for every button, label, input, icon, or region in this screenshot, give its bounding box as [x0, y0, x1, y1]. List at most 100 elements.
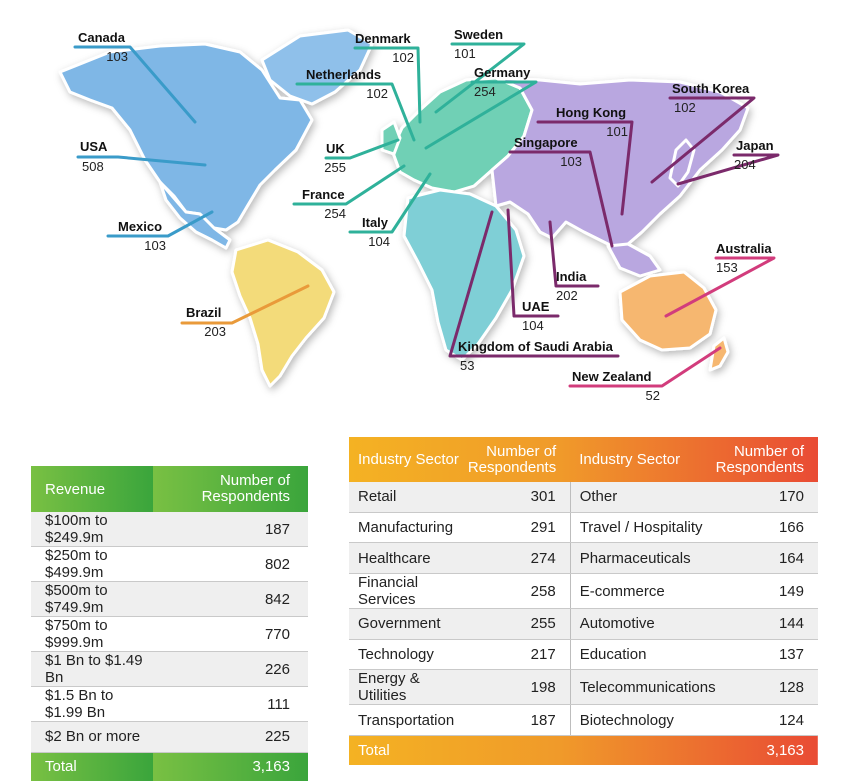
- industry-count: 255: [467, 608, 571, 640]
- industry-header-sector-1: Industry Sector: [358, 450, 459, 468]
- industry-sector: Government: [349, 608, 468, 640]
- leader-canada: [73, 45, 197, 124]
- revenue-table-header: Revenue Number of Respondents: [31, 466, 308, 512]
- label-south-korea-value: 102: [674, 100, 696, 115]
- leader-saudi: [448, 210, 620, 358]
- label-australia-name: Australia: [716, 241, 772, 256]
- table-row: $1.5 Bn to $1.99 Bn 111: [31, 686, 308, 722]
- leader-usa: [76, 155, 207, 167]
- new-zealand-shape: [708, 336, 730, 372]
- leader-singapore: [508, 150, 614, 248]
- label-saudi-value: 53: [460, 358, 474, 373]
- label-canada-name: Canada: [78, 30, 126, 45]
- leader-india: [548, 220, 600, 288]
- industry-sector: Healthcare: [349, 542, 468, 575]
- revenue-count: 225: [152, 721, 308, 753]
- leader-hong-kong: [536, 120, 634, 216]
- industry-count: 187: [467, 704, 571, 737]
- industry-table: Industry Sector Number of Respondents In…: [349, 437, 818, 766]
- industry-table-header: Industry Sector Number of Respondents In…: [349, 437, 818, 482]
- table-row: Retail 301 Other 170: [349, 482, 818, 513]
- industry-count: 170: [715, 482, 818, 513]
- table-row: Energy & Utilities 198 Telecommunications 1…: [349, 669, 818, 706]
- industry-header-count-1: Number of Respondents: [467, 442, 557, 476]
- industry-count: 137: [715, 639, 818, 671]
- industry-sector: E-commerce: [570, 573, 716, 610]
- label-uae-value: 104: [522, 318, 544, 333]
- leader-uk: [324, 138, 400, 160]
- leader-germany: [424, 80, 538, 150]
- label-denmark-name: Denmark: [355, 31, 411, 46]
- uk-shape: [380, 120, 402, 156]
- revenue-count: 770: [152, 616, 308, 652]
- label-denmark-value: 102: [392, 50, 414, 65]
- industry-total-label: Total: [358, 742, 390, 760]
- industry-count: 217: [467, 639, 571, 671]
- label-usa-name: USA: [80, 139, 108, 154]
- industry-count: 144: [715, 608, 818, 640]
- revenue-range: $1 Bn to $1.49 Bn: [31, 651, 153, 687]
- leader-netherlands: [295, 82, 416, 142]
- label-usa-value: 508: [82, 159, 104, 174]
- label-mexico-name: Mexico: [118, 219, 162, 234]
- revenue-range: $750m to $999.9m: [31, 616, 153, 652]
- table-row: $2 Bn or more 225: [31, 721, 308, 753]
- label-saudi-name: Kingdom of Saudi Arabia: [458, 339, 614, 354]
- table-row: $500m to $749.9m 842: [31, 581, 308, 617]
- revenue-range: $2 Bn or more: [31, 721, 153, 753]
- leader-mexico: [106, 210, 214, 238]
- label-mexico-value: 103: [144, 238, 166, 253]
- leader-italy: [348, 172, 432, 234]
- label-uk-value: 255: [324, 160, 346, 175]
- revenue-count: 226: [152, 651, 308, 687]
- label-south-korea-name: South Korea: [672, 81, 750, 96]
- industry-count: 198: [467, 669, 571, 706]
- industry-sector: Automotive: [570, 608, 716, 640]
- revenue-range: $500m to $749.9m: [31, 581, 153, 617]
- label-sweden-name: Sweden: [454, 27, 503, 42]
- industry-count: 124: [715, 704, 818, 737]
- industry-sector: Energy & Utilities: [349, 669, 468, 706]
- table-row: $750m to $999.9m 770: [31, 616, 308, 652]
- leader-denmark: [353, 46, 422, 124]
- label-hong-kong-name: Hong Kong: [556, 105, 626, 120]
- leader-brazil: [180, 284, 310, 325]
- industry-sector: Telecommunications: [570, 669, 716, 706]
- label-germany-value: 254: [474, 84, 496, 99]
- label-uae-name: UAE: [522, 299, 550, 314]
- revenue-count: 187: [152, 512, 308, 547]
- revenue-table: Revenue Number of Respondents $100m to $…: [31, 466, 308, 781]
- industry-sector: Transportation: [349, 704, 468, 737]
- industry-sector: Pharmaceuticals: [570, 542, 716, 575]
- industry-count: 149: [715, 573, 818, 610]
- label-india-name: India: [556, 269, 587, 284]
- table-row: $100m to $249.9m 187: [31, 512, 308, 547]
- north-america-shape: [58, 42, 314, 232]
- leader-new-zealand: [568, 346, 722, 388]
- industry-count: 274: [467, 542, 571, 575]
- label-netherlands-name: Netherlands: [306, 67, 381, 82]
- label-singapore-name: Singapore: [514, 135, 578, 150]
- industry-header-count-2: Number of Respondents: [715, 442, 805, 476]
- table-row: Transportation 187 Biotechnology 124: [349, 704, 818, 737]
- label-brazil-name: Brazil: [186, 305, 221, 320]
- industry-sector: Technology: [349, 639, 468, 671]
- industry-sector: Retail: [349, 482, 468, 513]
- industry-total-row: Total 3,163: [349, 735, 818, 766]
- industry-sector: Biotechnology: [570, 704, 716, 737]
- label-canada-value: 103: [106, 49, 128, 64]
- leader-australia: [664, 256, 776, 318]
- industry-sector: Travel / Hospitality: [570, 512, 716, 544]
- table-row: Healthcare 274 Pharmaceuticals 164: [349, 542, 818, 575]
- industry-sector: Other: [570, 482, 716, 513]
- table-row: $1 Bn to $1.49 Bn 226: [31, 651, 308, 687]
- leader-france: [292, 164, 406, 206]
- industry-sector: Education: [570, 639, 716, 671]
- greenland-shape: [260, 28, 374, 106]
- label-germany-name: Germany: [474, 65, 531, 80]
- southeast-asia-shape: [606, 242, 662, 278]
- industry-header-sector-2: Industry Sector: [579, 450, 681, 468]
- revenue-header-count: Number of Respondents: [152, 466, 308, 512]
- label-sweden-value: 101: [454, 46, 476, 61]
- industry-count: 166: [715, 512, 818, 544]
